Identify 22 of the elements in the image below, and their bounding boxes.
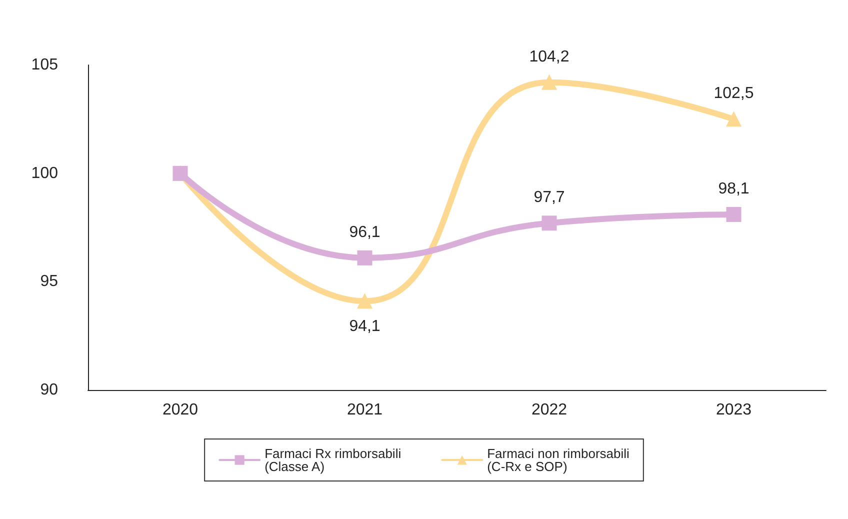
legend-label: Farmaci non rimborsabili (C-Rx e SOP) — [487, 446, 630, 474]
x-tick-label: 2022 — [531, 402, 568, 418]
y-tick-label: 90 — [40, 382, 58, 398]
data-label: 104,2 — [529, 48, 570, 66]
y-tick-label: 95 — [40, 273, 58, 290]
y-tick-label: 105 — [31, 56, 58, 74]
x-tick-label: 2023 — [716, 402, 752, 418]
data-label: 94,1 — [349, 318, 380, 336]
x-tick-label: 2020 — [162, 402, 198, 418]
data-label: 102,5 — [714, 85, 754, 102]
point — [542, 216, 557, 231]
data-label: 98,1 — [718, 180, 750, 198]
point — [357, 294, 372, 309]
point — [357, 250, 372, 266]
point — [542, 74, 557, 90]
data-label: 96,1 — [349, 224, 380, 241]
y-tick-label: 100 — [31, 164, 58, 182]
data-label: 97,7 — [534, 189, 565, 206]
legend-label: Farmaci Rx rimborsabili (Classe A) — [264, 446, 402, 474]
point — [726, 207, 742, 222]
x-tick-label: 2021 — [346, 402, 383, 418]
point — [726, 112, 742, 127]
